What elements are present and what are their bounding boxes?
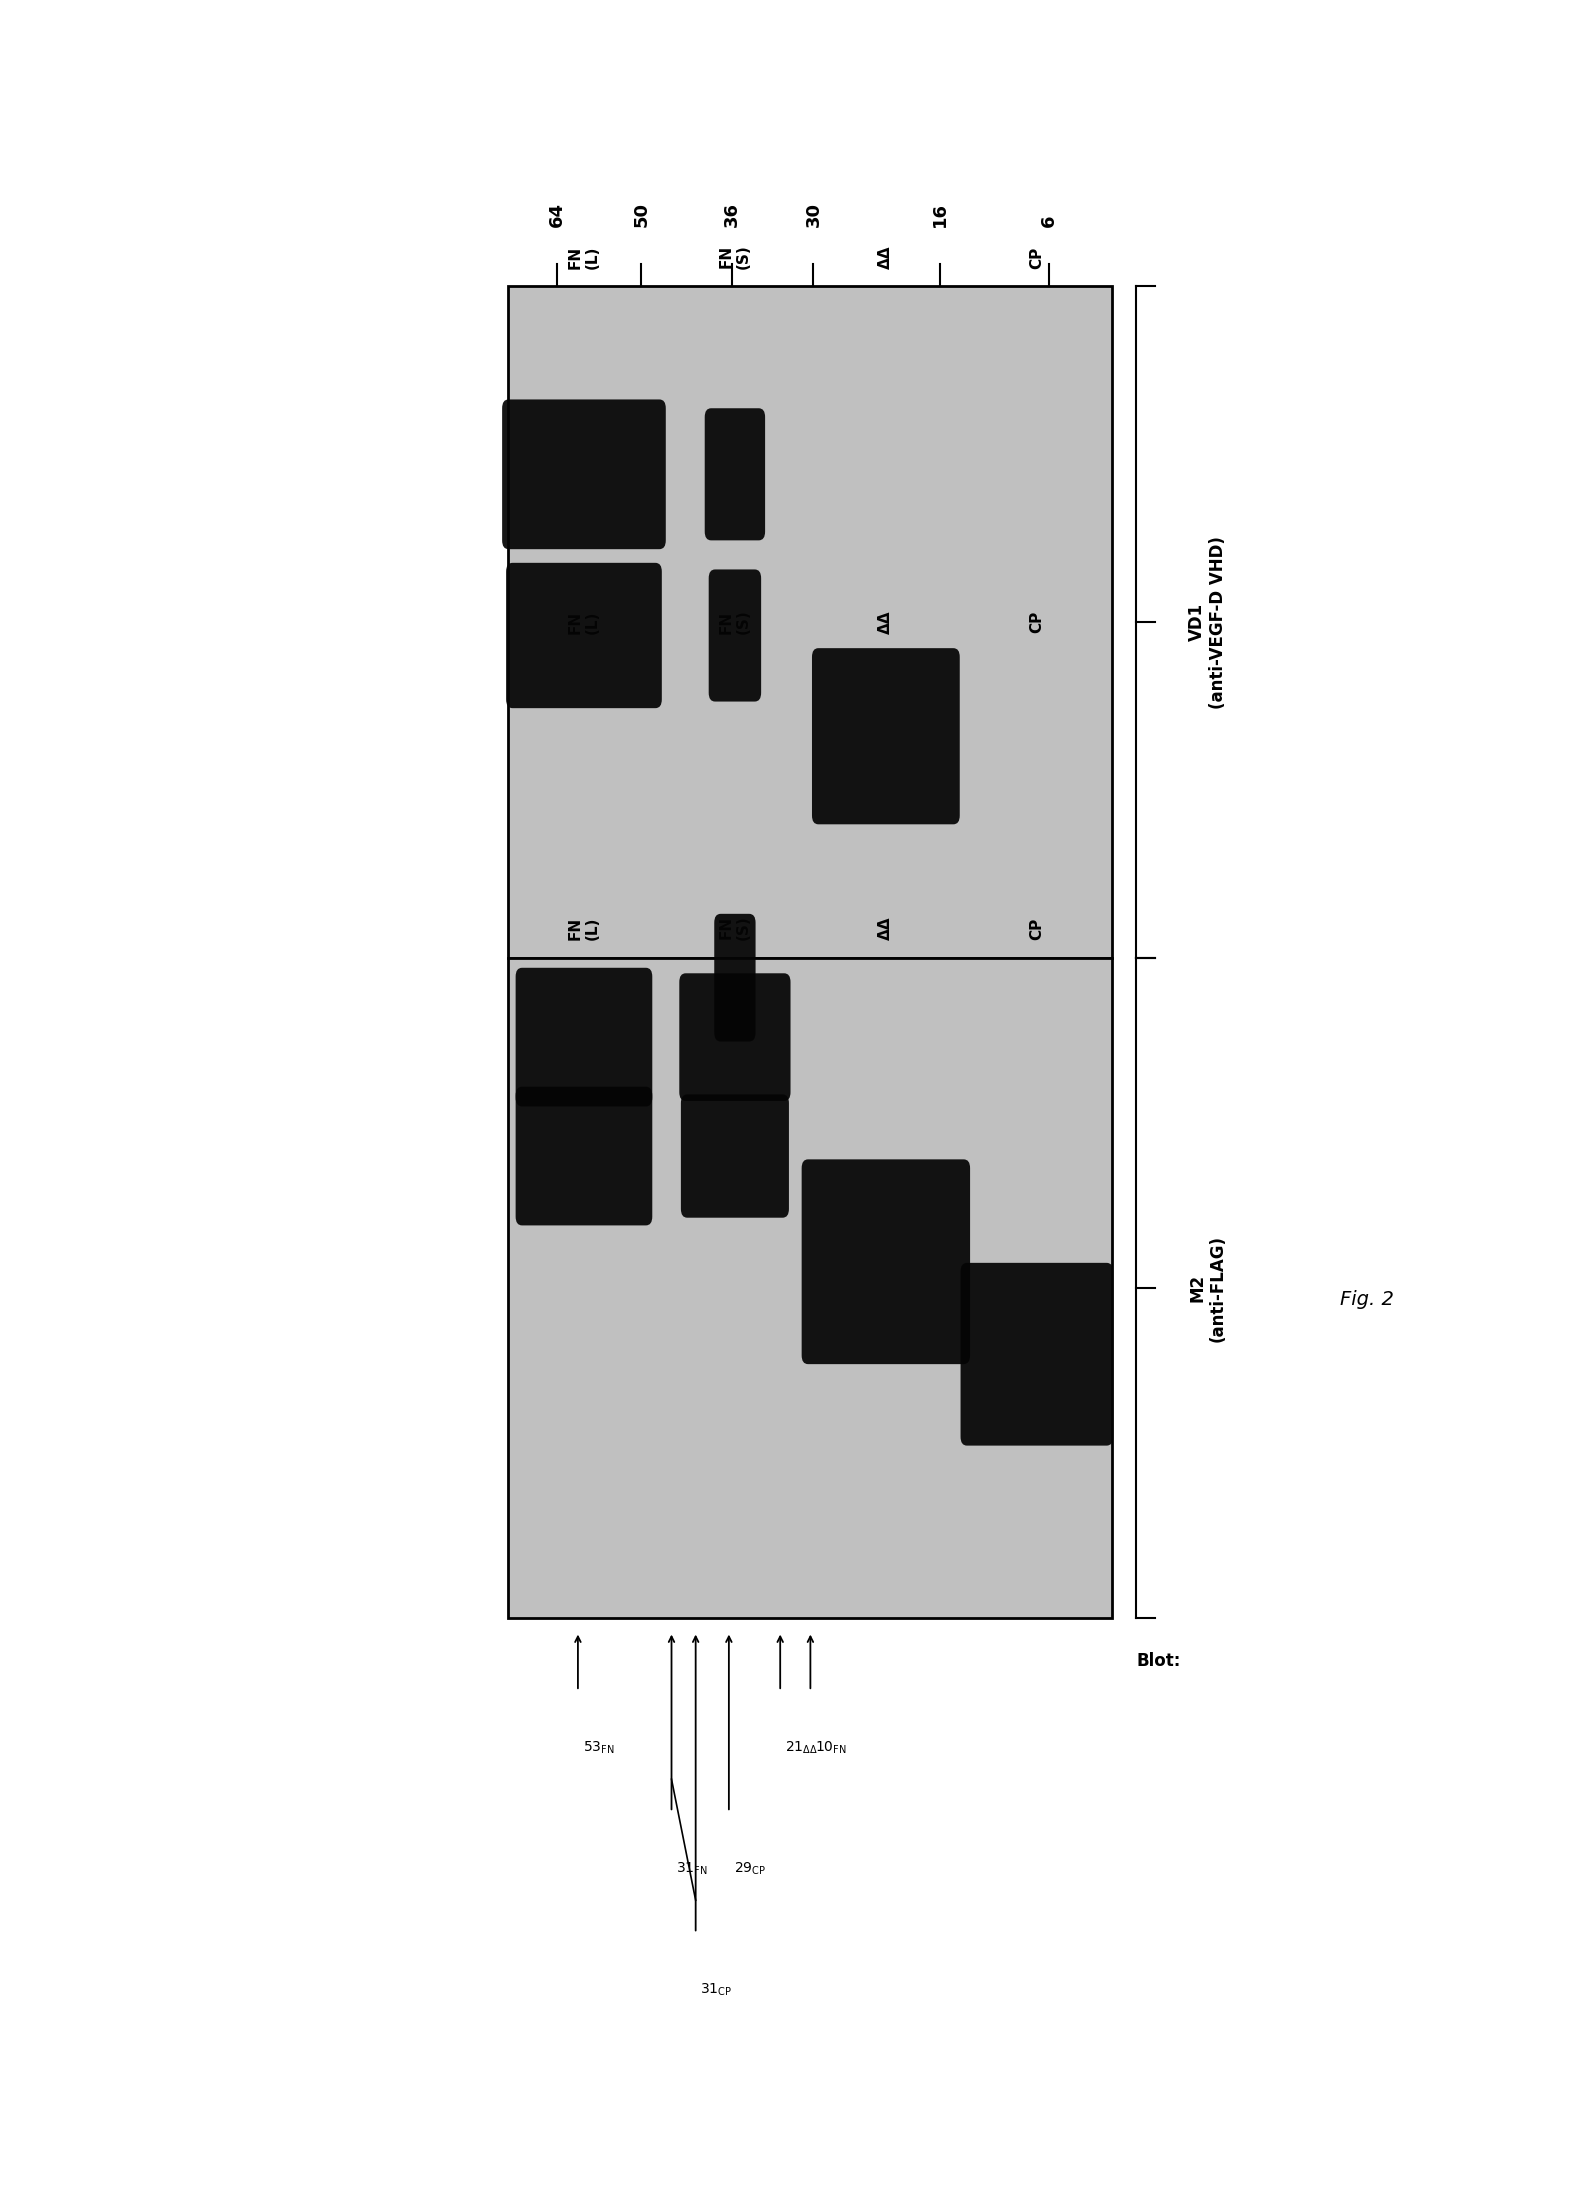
Bar (508, 286, 1112, 958)
Text: CP: CP (1030, 610, 1044, 634)
Text: CP: CP (1030, 247, 1044, 269)
Text: $29_{\mathrm{CP}}$: $29_{\mathrm{CP}}$ (734, 1861, 766, 1876)
FancyBboxPatch shape (706, 407, 766, 539)
Text: $31_{\mathrm{CP}}$: $31_{\mathrm{CP}}$ (701, 1982, 733, 1997)
Text: VD1
(anti-VEGF-D VHD): VD1 (anti-VEGF-D VHD) (1189, 535, 1227, 709)
Text: 6: 6 (1039, 214, 1058, 227)
Text: $21_{\mathrm{ΔΔ}}$: $21_{\mathrm{ΔΔ}}$ (785, 1740, 818, 1755)
Text: Blot:: Blot: (1136, 1652, 1181, 1669)
Text: ΔΔ: ΔΔ (879, 916, 893, 940)
Text: 16: 16 (931, 203, 949, 227)
FancyBboxPatch shape (802, 1158, 969, 1363)
Text: FN
(S): FN (S) (718, 916, 752, 940)
Text: FN
(L): FN (L) (567, 244, 601, 269)
Text: FN
(L): FN (L) (567, 610, 601, 634)
Text: $10_{\mathrm{FN}}$: $10_{\mathrm{FN}}$ (815, 1740, 847, 1755)
FancyBboxPatch shape (680, 1094, 788, 1218)
Text: M2
(anti-FLAG): M2 (anti-FLAG) (1189, 1235, 1227, 1341)
FancyBboxPatch shape (709, 570, 761, 702)
Text: FN
(L): FN (L) (567, 916, 601, 940)
FancyBboxPatch shape (515, 1088, 653, 1224)
FancyBboxPatch shape (680, 973, 791, 1101)
FancyBboxPatch shape (960, 1264, 1112, 1445)
FancyBboxPatch shape (505, 564, 663, 709)
Text: $53_{\mathrm{FN}}$: $53_{\mathrm{FN}}$ (583, 1740, 615, 1755)
Text: FN
(S): FN (S) (718, 610, 752, 634)
Text: 36: 36 (723, 203, 740, 227)
Text: $31_{\mathrm{FN}}$: $31_{\mathrm{FN}}$ (677, 1861, 709, 1876)
FancyBboxPatch shape (502, 399, 666, 548)
Text: CP: CP (1030, 918, 1044, 940)
Text: ΔΔ: ΔΔ (879, 244, 893, 269)
Text: ΔΔ: ΔΔ (879, 610, 893, 634)
FancyBboxPatch shape (715, 914, 756, 1042)
Text: FN
(S): FN (S) (718, 244, 752, 269)
Text: 50: 50 (632, 203, 650, 227)
FancyBboxPatch shape (812, 647, 960, 824)
Text: 30: 30 (804, 203, 823, 227)
Text: Fig. 2: Fig. 2 (1340, 1290, 1394, 1308)
Bar (508, 958, 1112, 1618)
Text: 64: 64 (548, 203, 566, 227)
FancyBboxPatch shape (515, 969, 653, 1108)
